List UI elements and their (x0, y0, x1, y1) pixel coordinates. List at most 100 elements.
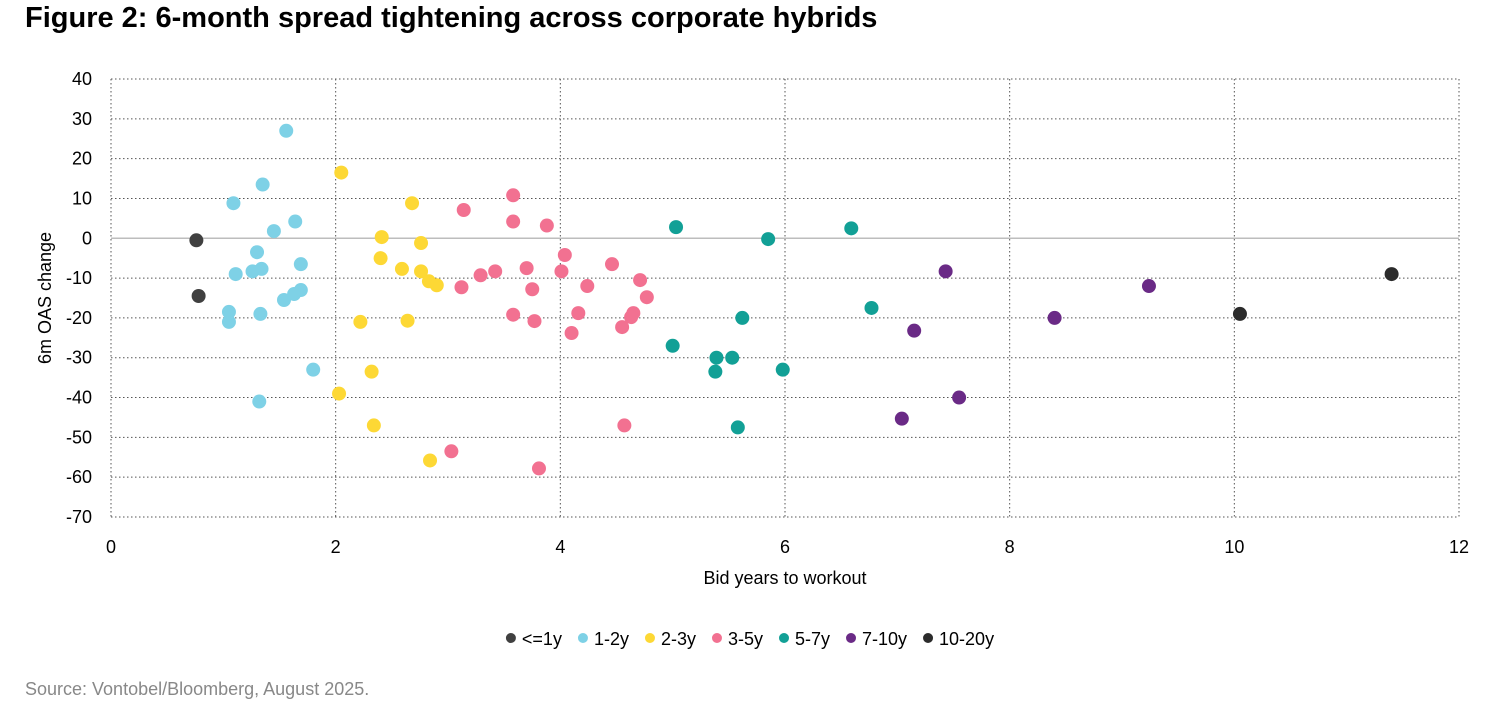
data-point (334, 165, 349, 180)
x-tick-label: 4 (555, 537, 565, 557)
data-point (557, 247, 572, 262)
data-point (245, 264, 260, 279)
x-tick-label: 2 (331, 537, 341, 557)
data-point (580, 279, 595, 294)
legend-item: 2-3y (644, 629, 696, 649)
x-tick-label: 12 (1449, 537, 1469, 557)
data-point (228, 267, 243, 282)
data-point (444, 444, 459, 459)
data-point (373, 251, 388, 266)
y-tick-label: -50 (66, 427, 92, 447)
legend-item: 5-7y (779, 629, 830, 649)
data-point (527, 314, 542, 329)
data-point (191, 289, 206, 304)
data-point (617, 418, 632, 433)
legend-marker (923, 633, 934, 643)
data-point (639, 290, 654, 305)
data-point (287, 287, 302, 302)
data-point (255, 177, 270, 192)
data-point (864, 300, 879, 315)
figure-title: Figure 2: 6-month spread tightening acro… (25, 2, 878, 34)
legend-label: <=1y (522, 629, 562, 649)
source-note: Source: Vontobel/Bloomberg, August 2025. (25, 679, 370, 699)
data-point (414, 236, 429, 251)
data-point (571, 306, 586, 321)
data-point (332, 386, 347, 401)
data-point (288, 214, 303, 229)
data-point (554, 264, 569, 279)
data-point (775, 362, 790, 377)
y-axis-ticks: 40 30 20 10 0 -10 -20 -30 -40 -50 -60 -70 (66, 69, 92, 527)
data-point (423, 453, 438, 468)
data-point (221, 314, 236, 329)
legend-item: 1-2y (577, 629, 629, 649)
data-point (400, 313, 415, 328)
data-point (454, 280, 469, 295)
x-axis-title: Bid years to workout (703, 568, 866, 588)
data-point (374, 230, 389, 245)
legend-label: 2-3y (661, 629, 696, 649)
y-tick-label: -10 (66, 268, 92, 288)
y-axis-title: 6m OAS change (35, 232, 55, 364)
y-tick-label: -60 (66, 467, 92, 487)
data-point (709, 350, 724, 365)
legend-label: 1-2y (594, 629, 629, 649)
y-tick-label: -30 (66, 348, 92, 368)
data-point (1047, 310, 1062, 325)
data-point (364, 364, 379, 379)
data-points (189, 123, 1399, 476)
x-tick-label: 0 (106, 537, 116, 557)
grid-lines (110, 78, 1460, 518)
y-tick-label: -20 (66, 308, 92, 328)
legend-marker (505, 633, 516, 643)
data-point (624, 310, 639, 325)
data-point (725, 350, 740, 365)
data-point (615, 320, 630, 335)
data-point (952, 390, 967, 405)
x-tick-label: 6 (780, 537, 790, 557)
y-tick-label: 20 (72, 149, 92, 169)
legend-marker (711, 633, 722, 643)
legend-marker (779, 633, 790, 643)
data-point (730, 420, 745, 435)
data-point (665, 338, 680, 353)
x-axis-ticks: 0 2 4 6 8 10 12 (106, 537, 1469, 557)
data-point (669, 220, 684, 235)
x-tick-label: 8 (1005, 537, 1015, 557)
legend-item: <=1y (505, 629, 562, 649)
data-point (761, 232, 776, 247)
data-point (519, 261, 534, 276)
data-point (414, 264, 429, 279)
legend-marker (644, 633, 655, 643)
legend-label: 7-10y (862, 629, 907, 649)
y-tick-label: 0 (82, 228, 92, 248)
data-point (938, 264, 953, 279)
legend-marker (577, 633, 588, 643)
data-point (253, 306, 268, 321)
data-point (1384, 267, 1399, 282)
legend-item: 3-5y (711, 629, 763, 649)
data-point (189, 233, 204, 248)
chart-legend: <=1y 1-2y 2-3y 3-5y 5-7y 7-10y 10-20y (505, 629, 994, 649)
data-point (605, 257, 620, 272)
data-point (907, 323, 922, 338)
data-point (633, 273, 648, 288)
data-point (279, 123, 294, 138)
data-point (394, 261, 409, 276)
x-tick-label: 10 (1224, 537, 1244, 557)
data-point (735, 310, 750, 325)
data-point (506, 214, 521, 229)
legend-item: 10-20y (923, 629, 994, 649)
y-tick-label: -40 (66, 388, 92, 408)
data-point (506, 307, 521, 322)
data-point (221, 304, 236, 319)
y-tick-label: -70 (66, 507, 92, 527)
data-point (276, 292, 291, 307)
data-point (525, 282, 540, 297)
legend-label: 5-7y (795, 629, 830, 649)
legend-marker (846, 633, 857, 643)
data-point (1141, 279, 1156, 294)
legend-item: 7-10y (846, 629, 907, 649)
data-point (226, 196, 241, 211)
